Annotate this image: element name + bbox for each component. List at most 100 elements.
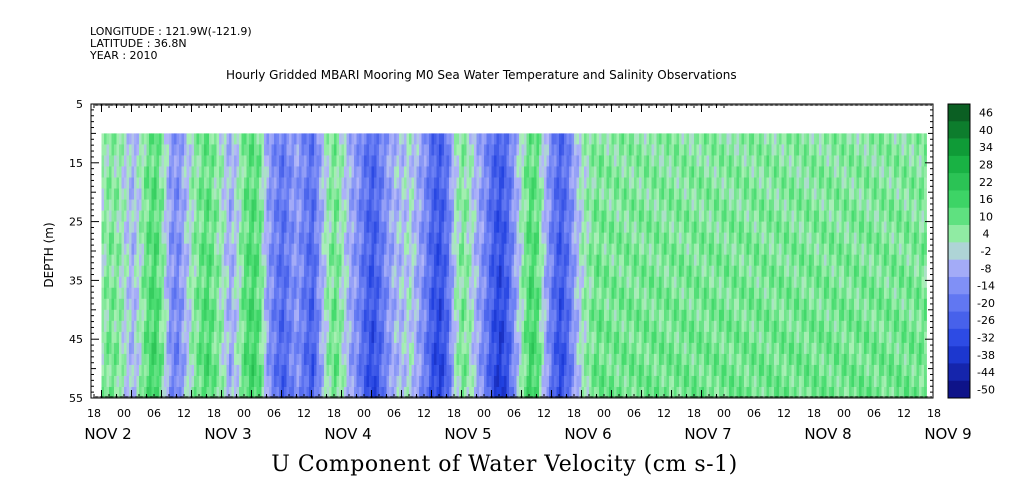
heatmap-cell (246, 221, 250, 234)
heatmap-cell (406, 232, 410, 245)
heatmap-cell (561, 276, 565, 289)
heatmap-cell (511, 364, 515, 377)
heatmap-cell (156, 254, 160, 267)
heatmap-cell (141, 276, 145, 289)
heatmap-cell (394, 331, 397, 344)
heatmap-cell (126, 342, 130, 355)
heatmap-cell (301, 287, 305, 300)
heatmap-cell (566, 386, 570, 399)
heatmap-cell (229, 331, 232, 344)
heatmap-cell (114, 254, 117, 267)
heatmap-cell (326, 342, 330, 355)
heatmap-cell (524, 342, 527, 355)
heatmap-cell (486, 309, 490, 322)
heatmap-cell (111, 254, 115, 267)
heatmap-cell (259, 199, 262, 211)
heatmap-cell (386, 133, 390, 145)
heatmap-cell (279, 287, 282, 300)
heatmap-cell (481, 320, 485, 333)
heatmap-cell (334, 232, 337, 245)
heatmap-cell (306, 243, 310, 256)
heatmap-cell (426, 177, 430, 189)
heatmap-cell (609, 166, 612, 178)
heatmap-cell (121, 320, 125, 333)
heatmap-cell (259, 298, 262, 311)
heatmap-cell (604, 177, 607, 189)
heatmap-cell (286, 232, 290, 245)
heatmap-cell (254, 265, 257, 278)
heatmap-cell (349, 166, 352, 178)
heatmap-cell (539, 265, 542, 278)
heatmap-cell (244, 375, 247, 388)
heatmap-cell (419, 353, 422, 366)
heatmap-cell (294, 331, 297, 344)
heatmap-cell (179, 199, 182, 211)
heatmap-cell (561, 364, 565, 377)
heatmap-cell (161, 265, 165, 278)
heatmap-cell (261, 298, 265, 311)
heatmap-cell (196, 265, 200, 278)
heatmap-cell (546, 364, 550, 377)
heatmap-cell (406, 287, 410, 300)
heatmap-cell (164, 353, 167, 366)
heatmap-cell (299, 199, 302, 211)
heatmap-cell (556, 188, 560, 200)
heatmap-cell (351, 386, 355, 399)
heatmap-cell (266, 210, 270, 222)
heatmap-cell (481, 166, 485, 178)
heatmap-cell (244, 144, 247, 156)
heatmap-cell (291, 298, 295, 311)
heatmap-cell (549, 342, 552, 355)
heatmap-cell (141, 342, 145, 355)
heatmap-cell (556, 287, 560, 300)
heatmap-cell (476, 133, 480, 145)
heatmap-cell (301, 331, 305, 344)
heatmap-cell (166, 276, 170, 289)
heatmap-cell (596, 210, 600, 222)
heatmap-cell (169, 232, 172, 245)
heatmap-cell (109, 199, 112, 211)
heatmap-cell (281, 144, 285, 156)
heatmap-cell (159, 210, 162, 222)
heatmap-cell (459, 353, 462, 366)
heatmap-cell (201, 210, 205, 222)
heatmap-cell (231, 177, 235, 189)
heatmap-cell (441, 298, 445, 311)
heatmap-cell (391, 155, 395, 167)
heatmap-cell (279, 375, 282, 388)
heatmap-cell (264, 386, 267, 399)
heatmap-cell (591, 243, 595, 256)
heatmap-cell (521, 144, 525, 156)
heatmap-cell (109, 254, 112, 267)
heatmap-cell (616, 320, 620, 333)
heatmap-cell (526, 276, 530, 289)
heatmap-cell (166, 144, 170, 156)
heatmap-cell (579, 287, 582, 300)
heatmap-cell (119, 199, 122, 211)
heatmap-cell (406, 342, 410, 355)
heatmap-cell (114, 155, 117, 167)
heatmap-cell (204, 243, 207, 256)
heatmap-cell (444, 166, 447, 178)
heatmap-cell (356, 144, 360, 156)
heatmap-cell (374, 177, 377, 189)
heatmap-cell (384, 298, 387, 311)
heatmap-cell (121, 375, 125, 388)
heatmap-cell (516, 386, 520, 399)
heatmap-cell (296, 166, 300, 178)
heatmap-cell (299, 210, 302, 222)
heatmap-cell (521, 254, 525, 267)
heatmap-cell (146, 155, 150, 167)
heatmap-cell (599, 287, 602, 300)
heatmap-cell (554, 320, 557, 333)
heatmap-cell (574, 177, 577, 189)
heatmap-cell (501, 276, 505, 289)
heatmap-cell (451, 210, 455, 222)
heatmap-cell (186, 386, 190, 399)
heatmap-cell (531, 276, 535, 289)
heatmap-cell (609, 320, 612, 333)
heatmap-cell (379, 386, 382, 399)
heatmap-cell (216, 144, 220, 156)
heatmap-cell (334, 309, 337, 322)
heatmap-cell (574, 221, 577, 234)
